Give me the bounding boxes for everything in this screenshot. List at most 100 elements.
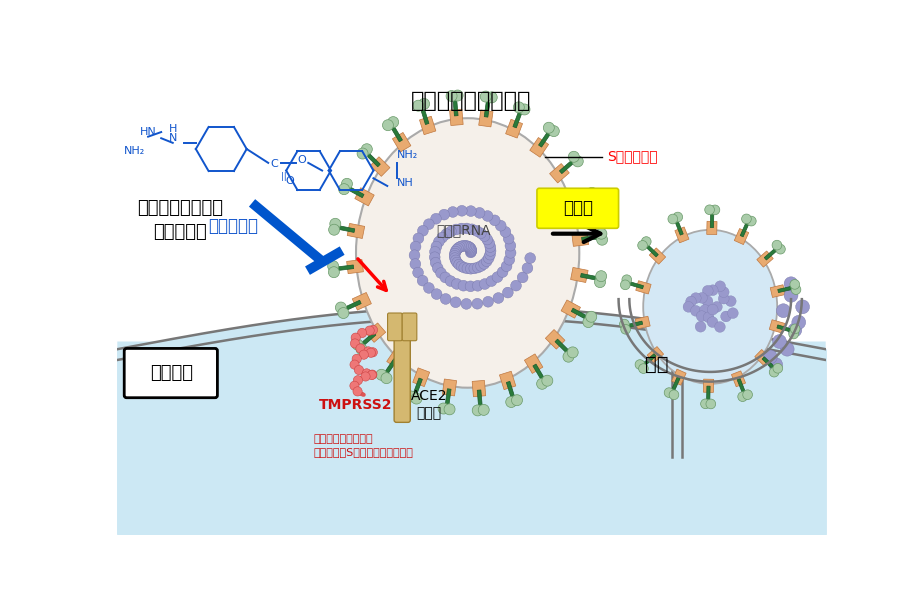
Circle shape: [482, 296, 493, 307]
Circle shape: [471, 262, 482, 273]
Polygon shape: [549, 164, 569, 183]
Circle shape: [510, 280, 521, 291]
Polygon shape: [545, 329, 564, 349]
Circle shape: [776, 304, 789, 317]
Circle shape: [505, 240, 516, 251]
Circle shape: [417, 226, 428, 236]
Polygon shape: [733, 229, 748, 245]
Polygon shape: [563, 196, 583, 214]
Polygon shape: [348, 187, 364, 197]
Circle shape: [672, 212, 682, 222]
Text: ||: ||: [280, 172, 286, 181]
Circle shape: [511, 395, 522, 406]
Polygon shape: [337, 265, 353, 271]
Circle shape: [484, 249, 494, 260]
Circle shape: [447, 206, 458, 217]
Circle shape: [518, 104, 529, 115]
FancyBboxPatch shape: [537, 188, 618, 229]
Circle shape: [789, 280, 799, 289]
Circle shape: [772, 364, 782, 373]
Circle shape: [450, 224, 461, 235]
Circle shape: [705, 399, 715, 409]
Circle shape: [473, 208, 484, 218]
Circle shape: [664, 388, 674, 397]
Circle shape: [449, 297, 460, 308]
Polygon shape: [538, 132, 550, 147]
Circle shape: [707, 285, 718, 296]
Circle shape: [479, 231, 489, 242]
Circle shape: [710, 301, 721, 312]
Circle shape: [737, 392, 746, 401]
Circle shape: [458, 241, 468, 251]
Circle shape: [483, 238, 494, 248]
Circle shape: [505, 247, 516, 258]
Circle shape: [727, 308, 737, 319]
Circle shape: [492, 272, 503, 283]
Text: ナファモスタット
（フサン）: ナファモスタット （フサン）: [137, 199, 223, 241]
Circle shape: [567, 347, 577, 358]
Circle shape: [701, 296, 712, 307]
Polygon shape: [532, 364, 543, 379]
Circle shape: [338, 184, 349, 194]
Circle shape: [478, 404, 489, 415]
Circle shape: [445, 226, 456, 237]
Polygon shape: [445, 389, 450, 405]
Text: 膜融合: 膜融合: [562, 199, 592, 217]
Circle shape: [353, 387, 362, 396]
Circle shape: [368, 370, 377, 379]
Polygon shape: [391, 127, 402, 142]
Circle shape: [465, 281, 475, 292]
Text: HN: HN: [140, 127, 156, 137]
Circle shape: [437, 403, 448, 414]
Polygon shape: [384, 359, 396, 374]
Circle shape: [484, 245, 495, 256]
Polygon shape: [478, 110, 493, 127]
Circle shape: [328, 266, 339, 278]
Circle shape: [742, 390, 752, 400]
Circle shape: [430, 257, 440, 268]
Polygon shape: [768, 320, 784, 333]
Circle shape: [471, 280, 482, 291]
Text: NH₂: NH₂: [397, 150, 418, 160]
Circle shape: [504, 254, 514, 265]
Circle shape: [413, 100, 424, 111]
Polygon shape: [634, 316, 650, 329]
Circle shape: [621, 275, 631, 284]
Circle shape: [430, 214, 441, 224]
Circle shape: [772, 335, 786, 349]
Circle shape: [714, 281, 725, 292]
Circle shape: [482, 211, 493, 221]
Circle shape: [465, 244, 476, 254]
Circle shape: [460, 241, 471, 251]
Text: C: C: [270, 160, 278, 169]
Circle shape: [411, 393, 422, 404]
Circle shape: [695, 322, 705, 332]
Circle shape: [775, 244, 785, 254]
Circle shape: [696, 292, 707, 303]
FancyBboxPatch shape: [117, 341, 825, 534]
Circle shape: [502, 287, 513, 298]
Circle shape: [456, 205, 467, 216]
Polygon shape: [628, 321, 642, 328]
Circle shape: [788, 329, 798, 339]
Circle shape: [588, 193, 599, 204]
Circle shape: [410, 259, 420, 269]
Circle shape: [409, 250, 419, 260]
Circle shape: [685, 296, 696, 307]
Circle shape: [361, 144, 372, 155]
Circle shape: [484, 242, 495, 253]
Circle shape: [453, 259, 464, 270]
Circle shape: [451, 278, 461, 289]
Text: H
N: H N: [168, 124, 176, 143]
Polygon shape: [671, 377, 679, 391]
Polygon shape: [731, 371, 744, 387]
Polygon shape: [573, 196, 589, 206]
Polygon shape: [361, 332, 376, 346]
Circle shape: [668, 390, 678, 400]
Circle shape: [429, 252, 439, 263]
Circle shape: [416, 275, 427, 286]
Circle shape: [513, 102, 524, 113]
Circle shape: [456, 261, 466, 272]
Text: 感染: 感染: [644, 355, 667, 374]
Circle shape: [620, 325, 630, 334]
